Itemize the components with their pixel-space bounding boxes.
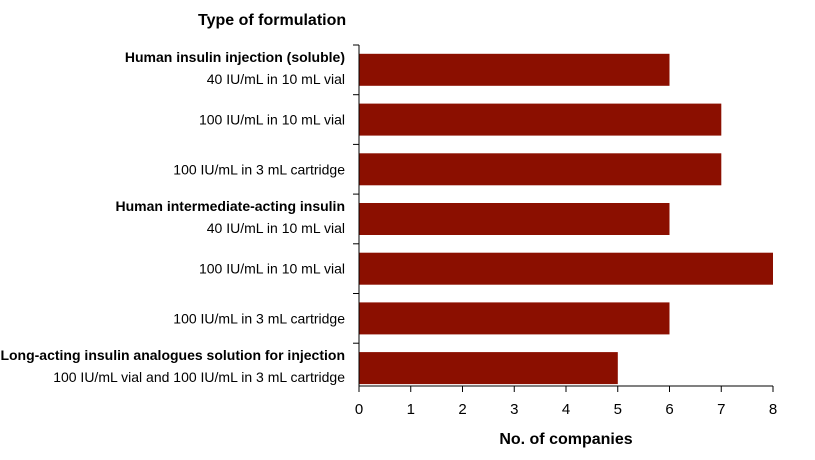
x-tick-label-6: 6 [665, 401, 673, 418]
bar-2 [359, 103, 722, 136]
bar-1 [359, 53, 670, 86]
bar-7 [359, 352, 618, 385]
x-tick-label-5: 5 [614, 401, 622, 418]
category-label-6: 100 IU/mL in 3 mL cartridge [173, 310, 345, 326]
x-tick-label-0: 0 [355, 401, 363, 418]
x-tick-label-8: 8 [769, 401, 777, 418]
bars-group [359, 53, 773, 385]
x-tick-label-1: 1 [407, 401, 415, 418]
bar-6 [359, 302, 670, 335]
category-label-7: 100 IU/mL vial and 100 IU/mL in 3 mL car… [53, 369, 345, 385]
category-heading-7: Long-acting insulin analogues solution f… [0, 347, 345, 363]
category-labels-group: Human insulin injection (soluble) 40 IU/m… [0, 49, 345, 385]
x-tick-label-2: 2 [458, 401, 466, 418]
bar-5 [359, 252, 773, 285]
bar-4 [359, 203, 670, 235]
x-tick-label-7: 7 [717, 401, 725, 418]
y-axis-title: Type of formulation [198, 12, 346, 29]
category-heading-4: Human intermediate-acting insulin [116, 198, 345, 214]
category-label-4: 40 IU/mL in 10 mL vial [207, 220, 345, 236]
bar-3 [359, 153, 722, 186]
category-label-2: 100 IU/mL in 10 mL vial [199, 112, 345, 128]
x-axis-title: No. of companies [499, 431, 632, 448]
category-label-3: 100 IU/mL in 3 mL cartridge [173, 161, 345, 177]
x-axis-ticks-group: 0 1 2 3 4 5 6 7 8 [353, 44, 777, 418]
category-label-5: 100 IU/mL in 10 mL vial [199, 261, 345, 277]
x-tick-label-4: 4 [562, 401, 570, 418]
category-label-1: 40 IU/mL in 10 mL vial [207, 71, 345, 87]
x-tick-label-3: 3 [510, 401, 518, 418]
category-heading-1: Human insulin injection (soluble) [125, 49, 345, 65]
